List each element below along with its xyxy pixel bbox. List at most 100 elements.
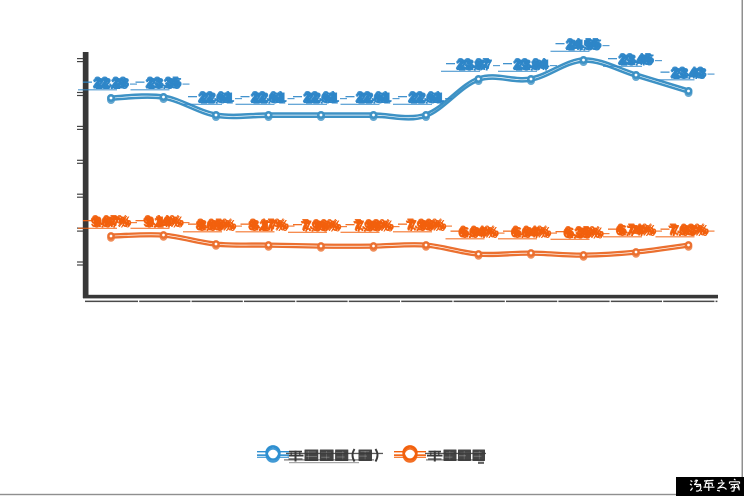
svg-text:22.61: 22.61 xyxy=(202,89,235,104)
svg-text:22.61: 22.61 xyxy=(410,89,443,104)
svg-text:23.35: 23.35 xyxy=(149,75,182,90)
svg-text:7.96%: 7.96% xyxy=(409,218,446,233)
svg-text:6.35%: 6.35% xyxy=(563,226,600,241)
svg-text:22.61: 22.61 xyxy=(200,89,233,104)
svg-text:8.05%: 8.05% xyxy=(198,219,235,234)
svg-text:6.35%: 6.35% xyxy=(566,227,603,242)
svg-text:7.03%: 7.03% xyxy=(670,222,707,237)
svg-text:23.45: 23.45 xyxy=(619,50,652,65)
svg-text:23.87: 23.87 xyxy=(458,56,491,71)
svg-text:24.55: 24.55 xyxy=(566,38,599,53)
svg-text:9.14%: 9.14% xyxy=(143,214,180,229)
svg-text:7.98%: 7.98% xyxy=(357,218,394,233)
svg-text:6.35%: 6.35% xyxy=(564,223,601,238)
svg-text:22.28: 22.28 xyxy=(93,76,126,91)
svg-text:7.98%: 7.98% xyxy=(354,216,391,231)
svg-text:24.55: 24.55 xyxy=(569,36,602,51)
svg-text:7.96%: 7.96% xyxy=(303,220,340,235)
svg-text:23.45: 23.45 xyxy=(622,52,655,67)
svg-text:23.84: 23.84 xyxy=(514,55,547,70)
svg-text:6.35%: 6.35% xyxy=(565,224,602,239)
svg-text:23.87: 23.87 xyxy=(456,57,489,72)
svg-text:9.14%: 9.14% xyxy=(144,212,181,227)
svg-text:6.04%: 6.04% xyxy=(460,224,497,239)
svg-text:24.55: 24.55 xyxy=(566,35,599,50)
svg-text:9.07%: 9.07% xyxy=(93,216,130,231)
svg-text:22.61: 22.61 xyxy=(355,90,388,105)
svg-text:23.35: 23.35 xyxy=(146,76,179,91)
svg-text:6.04%: 6.04% xyxy=(462,225,499,240)
svg-text:7.96%: 7.96% xyxy=(406,218,443,233)
svg-text:6.04%: 6.04% xyxy=(459,223,496,238)
svg-text:9.14%: 9.14% xyxy=(147,214,184,229)
svg-text:6.04%: 6.04% xyxy=(512,223,549,238)
svg-text:23.35: 23.35 xyxy=(149,76,182,91)
svg-text:6.74%: 6.74% xyxy=(619,223,656,238)
svg-text:23.45: 23.45 xyxy=(618,53,651,68)
svg-text:6.35%: 6.35% xyxy=(567,225,604,240)
svg-text:8.05%: 8.05% xyxy=(198,217,235,232)
svg-text:6.04%: 6.04% xyxy=(513,226,550,241)
svg-text:8.17%: 8.17% xyxy=(250,217,287,232)
svg-text:22.61: 22.61 xyxy=(198,91,231,106)
svg-text:22.61: 22.61 xyxy=(250,90,283,105)
svg-text:7.98%: 7.98% xyxy=(355,217,392,232)
svg-text:9.07%: 9.07% xyxy=(91,215,128,230)
svg-text:22.61: 22.61 xyxy=(199,88,232,103)
svg-text:22.61: 22.61 xyxy=(409,88,442,103)
svg-text:23.84: 23.84 xyxy=(513,58,546,73)
svg-text:6.74%: 6.74% xyxy=(616,223,653,238)
svg-text:6.35%: 6.35% xyxy=(567,224,604,239)
svg-text:7.96%: 7.96% xyxy=(303,217,340,232)
svg-text:23.84: 23.84 xyxy=(515,56,548,71)
svg-text:7.98%: 7.98% xyxy=(357,217,394,232)
svg-text:23.43: 23.43 xyxy=(671,64,704,79)
svg-text:23.43: 23.43 xyxy=(673,67,706,82)
svg-text:8.17%: 8.17% xyxy=(252,218,289,233)
svg-text:8.05%: 8.05% xyxy=(195,217,232,232)
svg-text:23.45: 23.45 xyxy=(621,54,654,69)
svg-text:9.07%: 9.07% xyxy=(95,213,132,228)
svg-text:23.35: 23.35 xyxy=(147,75,180,90)
svg-text:8.17%: 8.17% xyxy=(252,217,289,232)
svg-text:7.96%: 7.96% xyxy=(410,217,447,232)
svg-text:22.61: 22.61 xyxy=(307,90,340,105)
svg-text:6.04%: 6.04% xyxy=(458,224,495,239)
svg-text:22.61: 22.61 xyxy=(202,90,235,105)
svg-text:7.03%: 7.03% xyxy=(668,222,705,237)
svg-text:9.14%: 9.14% xyxy=(143,215,180,230)
svg-text:7.03%: 7.03% xyxy=(672,222,709,237)
svg-text:23.84: 23.84 xyxy=(513,57,546,72)
svg-text:22.28: 22.28 xyxy=(94,74,127,89)
svg-text:22.61: 22.61 xyxy=(303,91,336,106)
svg-text:7.96%: 7.96% xyxy=(300,218,337,233)
svg-text:22.61: 22.61 xyxy=(306,92,339,107)
svg-text:23.45: 23.45 xyxy=(620,51,653,66)
svg-text:8.05%: 8.05% xyxy=(196,218,233,233)
svg-text:8.17%: 8.17% xyxy=(248,217,285,232)
svg-text:6.74%: 6.74% xyxy=(615,222,652,237)
svg-text:22.61: 22.61 xyxy=(304,88,337,103)
svg-text:9.07%: 9.07% xyxy=(94,214,131,229)
svg-text:6.04%: 6.04% xyxy=(461,226,498,241)
svg-text:22.61: 22.61 xyxy=(356,88,389,103)
svg-text:6.04%: 6.04% xyxy=(513,224,550,239)
svg-text:22.61: 22.61 xyxy=(305,89,338,104)
svg-text:23.45: 23.45 xyxy=(618,52,651,67)
svg-text:7.98%: 7.98% xyxy=(353,219,390,234)
svg-text:6.74%: 6.74% xyxy=(620,222,657,237)
svg-text:22.28: 22.28 xyxy=(95,75,128,90)
svg-text:7.96%: 7.96% xyxy=(301,219,338,234)
svg-text:8.05%: 8.05% xyxy=(197,216,234,231)
svg-text:7.96%: 7.96% xyxy=(408,217,445,232)
svg-text:7.98%: 7.98% xyxy=(356,220,393,235)
svg-text:23.43: 23.43 xyxy=(672,65,705,80)
svg-text:22.61: 22.61 xyxy=(358,92,391,107)
svg-text:23.87: 23.87 xyxy=(457,55,490,70)
svg-text:7.96%: 7.96% xyxy=(405,217,442,232)
svg-text:9.14%: 9.14% xyxy=(146,216,183,231)
svg-text:9.07%: 9.07% xyxy=(92,212,129,227)
svg-text:7.03%: 7.03% xyxy=(671,224,708,239)
svg-text:6.74%: 6.74% xyxy=(618,222,655,237)
svg-text:23.84: 23.84 xyxy=(517,56,550,71)
